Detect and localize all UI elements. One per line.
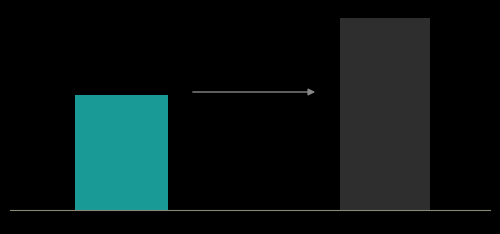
Bar <box>340 18 430 210</box>
Bar <box>75 95 168 210</box>
